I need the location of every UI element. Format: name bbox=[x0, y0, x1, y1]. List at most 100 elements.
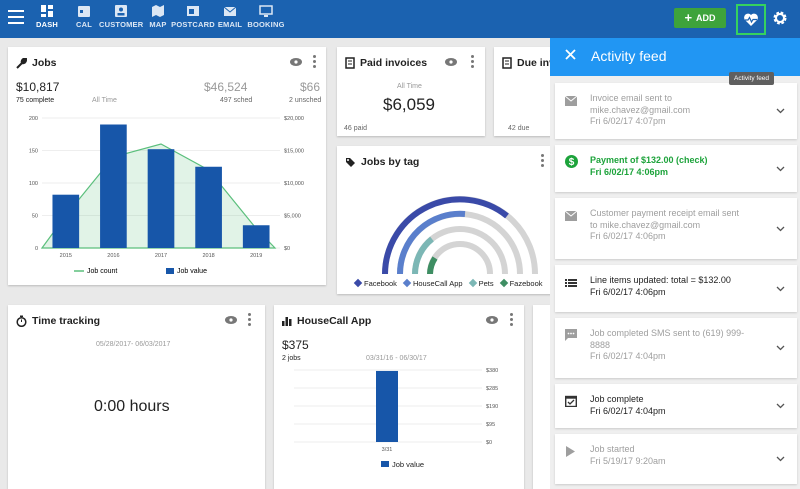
tag-swatch-icon bbox=[468, 278, 477, 288]
activity-item-line1: Line items updated: total = $132.00 bbox=[590, 275, 731, 285]
eye-icon[interactable] bbox=[486, 316, 498, 324]
jobs-by-tag-title-text: Jobs by tag bbox=[361, 156, 420, 168]
activity-item-date: Fri 6/02/17 4:06pm bbox=[590, 231, 666, 241]
activity-item[interactable]: Job started Fri 5/19/17 9:20am bbox=[555, 434, 797, 484]
activity-item[interactable]: Line items updated: total = $132.00 Fri 6… bbox=[555, 265, 797, 312]
activity-item-line1: Job completed SMS sent to (619) 999- bbox=[590, 328, 745, 338]
job-value-bar[interactable] bbox=[195, 166, 222, 248]
jobs-unscheduled-count: 2 unsched bbox=[289, 97, 322, 104]
legend-facebook[interactable]: Facebook bbox=[353, 278, 397, 288]
close-icon[interactable] bbox=[565, 49, 576, 60]
jobs-scheduled-count: 497 sched bbox=[220, 97, 253, 104]
y2-tick-label: $10,000 bbox=[284, 181, 304, 187]
legend-housecall-app-label: HouseCall App bbox=[412, 279, 463, 288]
nav-booking[interactable]: BOOKING bbox=[244, 4, 288, 29]
hca-legend: Job value bbox=[381, 460, 424, 469]
eye-icon[interactable] bbox=[445, 58, 457, 66]
menu-icon[interactable] bbox=[8, 10, 24, 24]
more-menu-icon[interactable] bbox=[471, 55, 475, 70]
hca-jobs: 2 jobs bbox=[282, 355, 301, 362]
chevron-down-icon[interactable] bbox=[776, 226, 785, 232]
email-icon bbox=[223, 6, 237, 16]
paid-invoices-title: Paid invoices bbox=[345, 57, 427, 69]
list-icon bbox=[565, 275, 577, 293]
chevron-down-icon[interactable] bbox=[776, 166, 785, 172]
y2-tick-label: $15,000 bbox=[284, 149, 304, 155]
email-icon bbox=[564, 93, 578, 111]
activity-feed-button[interactable] bbox=[736, 4, 766, 35]
nav-map[interactable]: MAP bbox=[136, 4, 180, 29]
paid-count: 46 paid bbox=[344, 125, 367, 132]
legend-job-value[interactable]: Job value bbox=[177, 268, 207, 275]
paid-invoices-title-text: Paid invoices bbox=[360, 57, 428, 69]
activity-item-text: Job started Fri 5/19/17 9:20am bbox=[590, 444, 765, 467]
legend-fazebook[interactable]: Fazebook bbox=[499, 278, 543, 288]
more-menu-icon[interactable] bbox=[248, 313, 252, 328]
jobs-complete-count: 75 complete bbox=[16, 97, 55, 104]
map-icon bbox=[152, 5, 164, 17]
chevron-down-icon[interactable] bbox=[776, 456, 785, 462]
hca-legend-label: Job value bbox=[392, 460, 425, 469]
jobs-title-text: Jobs bbox=[32, 57, 57, 69]
nav-dash[interactable]: DASH bbox=[25, 4, 69, 29]
activity-feed-title: Activity feed bbox=[591, 48, 667, 64]
more-menu-icon[interactable] bbox=[541, 154, 545, 169]
tag-ring-facebook bbox=[382, 196, 538, 275]
job-value-bar[interactable] bbox=[100, 124, 127, 249]
legend-job-count[interactable]: Job count bbox=[87, 268, 117, 275]
nav-customer[interactable]: CUSTOMER bbox=[99, 4, 143, 29]
activity-item-line1: Customer payment receipt email sent bbox=[590, 208, 740, 218]
housecall-app-title: HouseCall App bbox=[282, 315, 371, 327]
jobs-by-tag-title: Jobs by tag bbox=[345, 156, 419, 168]
bar-chart-icon bbox=[282, 317, 292, 326]
activity-feed-header: Activity feed bbox=[550, 38, 800, 76]
legend-pets-label: Pets bbox=[478, 279, 494, 288]
legend-job-value-swatch bbox=[166, 268, 174, 274]
activity-item[interactable]: Customer payment receipt email sent to mi… bbox=[555, 198, 797, 259]
gear-icon[interactable] bbox=[772, 10, 788, 26]
dollar-icon: $ bbox=[565, 155, 578, 173]
jobs-title: Jobs bbox=[16, 57, 57, 69]
more-menu-icon[interactable] bbox=[313, 55, 317, 70]
chevron-down-icon[interactable] bbox=[776, 108, 785, 114]
legend-fazebook-label: Fazebook bbox=[509, 279, 543, 288]
jobs-period: All Time bbox=[92, 97, 117, 104]
chevron-down-icon[interactable] bbox=[776, 403, 785, 409]
activity-item[interactable]: $ Payment of $132.00 (check) Fri 6/02/17 4… bbox=[555, 145, 797, 192]
due-count: 42 due bbox=[508, 125, 530, 132]
paid-period: All Time bbox=[397, 83, 422, 90]
tag-ring-fazebook bbox=[427, 241, 493, 275]
activity-item-line2: mike.chavez@gmail.com bbox=[590, 104, 691, 115]
time-range: 05/28/2017- 06/03/2017 bbox=[96, 341, 171, 348]
job-value-bar[interactable] bbox=[147, 149, 175, 248]
job-value-bar[interactable] bbox=[52, 194, 80, 248]
activity-item-text: Line items updated: total = $132.00 Fri 6… bbox=[590, 275, 765, 298]
legend-pets[interactable]: Pets bbox=[468, 278, 494, 288]
activity-item[interactable]: Job completed SMS sent to (619) 999- 8888… bbox=[555, 318, 797, 378]
add-button[interactable]: + ADD bbox=[674, 8, 726, 28]
chevron-down-icon[interactable] bbox=[776, 345, 785, 351]
more-menu-icon[interactable] bbox=[510, 313, 514, 328]
hca-chart: $380 $285 $190 $95 $0 3/31 bbox=[294, 368, 498, 453]
legend-housecall-app[interactable]: HouseCall App bbox=[402, 278, 463, 288]
stopwatch-icon bbox=[16, 315, 27, 327]
nav-cal[interactable]: CAL bbox=[62, 4, 106, 29]
activity-item-line1: Job started bbox=[590, 444, 635, 454]
chevron-down-icon[interactable] bbox=[776, 286, 785, 292]
nav-booking-label: BOOKING bbox=[247, 20, 285, 29]
nav-email[interactable]: EMAIL bbox=[208, 4, 252, 29]
tag-ring-facebook-value bbox=[382, 196, 509, 275]
activity-item-line1: Invoice email sent to bbox=[590, 93, 673, 103]
nav-postcard[interactable]: POSTCARD bbox=[171, 4, 215, 29]
jobs-by-tag-card: Jobs by tag Facebook HouseCall App Pets … bbox=[337, 146, 554, 294]
activity-item[interactable]: Job complete Fri 6/02/17 4:04pm bbox=[555, 384, 797, 428]
eye-icon[interactable] bbox=[225, 316, 237, 324]
heart-pulse-icon bbox=[744, 13, 758, 26]
eye-icon[interactable] bbox=[290, 58, 302, 66]
hca-job-value-bar[interactable] bbox=[376, 370, 398, 442]
paid-invoices-card: Paid invoices All Time $6,059 46 paid bbox=[337, 47, 485, 136]
job-value-bar[interactable] bbox=[242, 225, 270, 248]
activity-item[interactable]: Invoice email sent to mike.chavez@gmail.c… bbox=[555, 83, 797, 139]
tag-ring-housecall-value bbox=[396, 210, 466, 275]
tag-ring-fazebook-value bbox=[427, 256, 438, 275]
